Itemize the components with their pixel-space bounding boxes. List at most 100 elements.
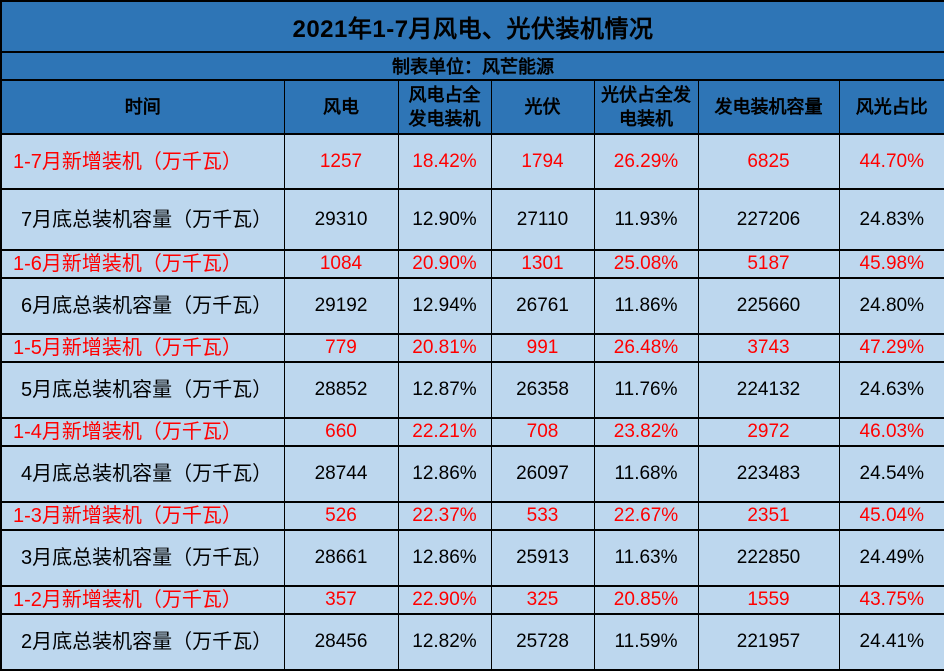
row-new-installations: 1-2月新增装机（万千瓦） 357 22.90% 325 20.85% 1559 43.75… xyxy=(0,585,944,615)
table-subtitle: 制表单位：风芒能源 xyxy=(0,51,944,81)
row-label: 1-6月新增装机（万千瓦） xyxy=(0,249,285,279)
cell-value: 357 xyxy=(283,585,399,615)
cell-value: 11.86% xyxy=(593,277,699,335)
cell-value: 11.63% xyxy=(593,529,699,587)
col-header-solar-share: 光伏占全发电装机 xyxy=(593,79,699,135)
cell-value: 27110 xyxy=(490,188,595,251)
row-total-capacity: 7月底总装机容量（万千瓦） 29310 12.90% 27110 11.93% 22720… xyxy=(0,188,944,251)
cell-value: 28852 xyxy=(283,361,399,419)
row-new-installations: 1-3月新增装机（万千瓦） 526 22.37% 533 22.67% 2351 45.04… xyxy=(0,501,944,531)
cell-value: 12.94% xyxy=(397,277,492,335)
cell-value: 28744 xyxy=(283,445,399,503)
cell-value: 12.86% xyxy=(397,445,492,503)
cell-value: 223483 xyxy=(697,445,840,503)
cell-value: 26.48% xyxy=(593,333,699,363)
cell-value: 660 xyxy=(283,417,399,447)
cell-value: 28456 xyxy=(283,613,399,671)
row-label: 1-3月新增装机（万千瓦） xyxy=(0,501,285,531)
cell-value: 24.83% xyxy=(838,188,944,251)
row-total-capacity: 4月底总装机容量（万千瓦） 28744 12.86% 26097 11.68% 22348… xyxy=(0,445,944,503)
cell-value: 44.70% xyxy=(838,133,944,190)
cell-value: 22.37% xyxy=(397,501,492,531)
cell-value: 29192 xyxy=(283,277,399,335)
cell-value: 23.82% xyxy=(593,417,699,447)
cell-value: 24.63% xyxy=(838,361,944,419)
row-new-installations: 1-6月新增装机（万千瓦） 1084 20.90% 1301 25.08% 5187 45.… xyxy=(0,249,944,279)
cell-value: 1559 xyxy=(697,585,840,615)
cell-value: 533 xyxy=(490,501,595,531)
cell-value: 2972 xyxy=(697,417,840,447)
row-total-capacity: 3月底总装机容量（万千瓦） 28661 12.86% 25913 11.63% 22285… xyxy=(0,529,944,587)
cell-value: 22.67% xyxy=(593,501,699,531)
table-title: 2021年1-7月风电、光伏装机情况 xyxy=(0,0,944,53)
cell-value: 22.21% xyxy=(397,417,492,447)
cell-value: 26358 xyxy=(490,361,595,419)
row-new-installations: 1-4月新增装机（万千瓦） 660 22.21% 708 23.82% 2972 46.03… xyxy=(0,417,944,447)
row-new-installations: 1-5月新增装机（万千瓦） 779 20.81% 991 26.48% 3743 47.29… xyxy=(0,333,944,363)
column-header-row: 时间 风电 风电占全发电装机 光伏 光伏占全发电装机 发电装机容量 风光占比 xyxy=(0,79,944,135)
cell-value: 20.85% xyxy=(593,585,699,615)
row-label: 7月底总装机容量（万千瓦） xyxy=(0,188,285,251)
cell-value: 24.41% xyxy=(838,613,944,671)
row-label: 5月底总装机容量（万千瓦） xyxy=(0,361,285,419)
subtitle-row: 制表单位：风芒能源 xyxy=(0,51,944,81)
row-label: 3月底总装机容量（万千瓦） xyxy=(0,529,285,587)
cell-value: 6825 xyxy=(697,133,840,190)
cell-value: 26761 xyxy=(490,277,595,335)
cell-value: 12.90% xyxy=(397,188,492,251)
cell-value: 29310 xyxy=(283,188,399,251)
cell-value: 20.90% xyxy=(397,249,492,279)
row-total-capacity: 2月底总装机容量（万千瓦） 28456 12.82% 25728 11.59% 22195… xyxy=(0,613,944,671)
cell-value: 1257 xyxy=(283,133,399,190)
cell-value: 1301 xyxy=(490,249,595,279)
row-label: 4月底总装机容量（万千瓦） xyxy=(0,445,285,503)
cell-value: 24.54% xyxy=(838,445,944,503)
cell-value: 708 xyxy=(490,417,595,447)
col-header-solar: 光伏 xyxy=(490,79,595,135)
col-header-wind-solar-ratio: 风光占比 xyxy=(838,79,944,135)
cell-value: 47.29% xyxy=(838,333,944,363)
cell-value: 26.29% xyxy=(593,133,699,190)
cell-value: 11.59% xyxy=(593,613,699,671)
cell-value: 221957 xyxy=(697,613,840,671)
cell-value: 20.81% xyxy=(397,333,492,363)
cell-value: 24.80% xyxy=(838,277,944,335)
title-row: 2021年1-7月风电、光伏装机情况 xyxy=(0,0,944,53)
table-body: 1-7月新增装机（万千瓦） 1257 18.42% 1794 26.29% 6825 44.… xyxy=(0,133,944,671)
row-label: 6月底总装机容量（万千瓦） xyxy=(0,277,285,335)
cell-value: 12.87% xyxy=(397,361,492,419)
cell-value: 2351 xyxy=(697,501,840,531)
cell-value: 779 xyxy=(283,333,399,363)
cell-value: 25.08% xyxy=(593,249,699,279)
cell-value: 5187 xyxy=(697,249,840,279)
cell-value: 45.04% xyxy=(838,501,944,531)
row-label: 1-2月新增装机（万千瓦） xyxy=(0,585,285,615)
cell-value: 1794 xyxy=(490,133,595,190)
cell-value: 11.68% xyxy=(593,445,699,503)
cell-value: 22.90% xyxy=(397,585,492,615)
cell-value: 25728 xyxy=(490,613,595,671)
cell-value: 26097 xyxy=(490,445,595,503)
cell-value: 12.82% xyxy=(397,613,492,671)
cell-value: 3743 xyxy=(697,333,840,363)
cell-value: 227206 xyxy=(697,188,840,251)
col-header-total-capacity: 发电装机容量 xyxy=(697,79,840,135)
cell-value: 991 xyxy=(490,333,595,363)
col-header-wind-share: 风电占全发电装机 xyxy=(397,79,492,135)
cell-value: 1084 xyxy=(283,249,399,279)
row-label: 2月底总装机容量（万千瓦） xyxy=(0,613,285,671)
cell-value: 12.86% xyxy=(397,529,492,587)
cell-value: 25913 xyxy=(490,529,595,587)
cell-value: 222850 xyxy=(697,529,840,587)
cell-value: 45.98% xyxy=(838,249,944,279)
cell-value: 43.75% xyxy=(838,585,944,615)
cell-value: 11.93% xyxy=(593,188,699,251)
cell-value: 24.49% xyxy=(838,529,944,587)
cell-value: 225660 xyxy=(697,277,840,335)
cell-value: 526 xyxy=(283,501,399,531)
cell-value: 28661 xyxy=(283,529,399,587)
row-total-capacity: 5月底总装机容量（万千瓦） 28852 12.87% 26358 11.76% 22413… xyxy=(0,361,944,419)
row-label: 1-7月新增装机（万千瓦） xyxy=(0,133,285,190)
row-new-installations: 1-7月新增装机（万千瓦） 1257 18.42% 1794 26.29% 6825 44.… xyxy=(0,133,944,190)
